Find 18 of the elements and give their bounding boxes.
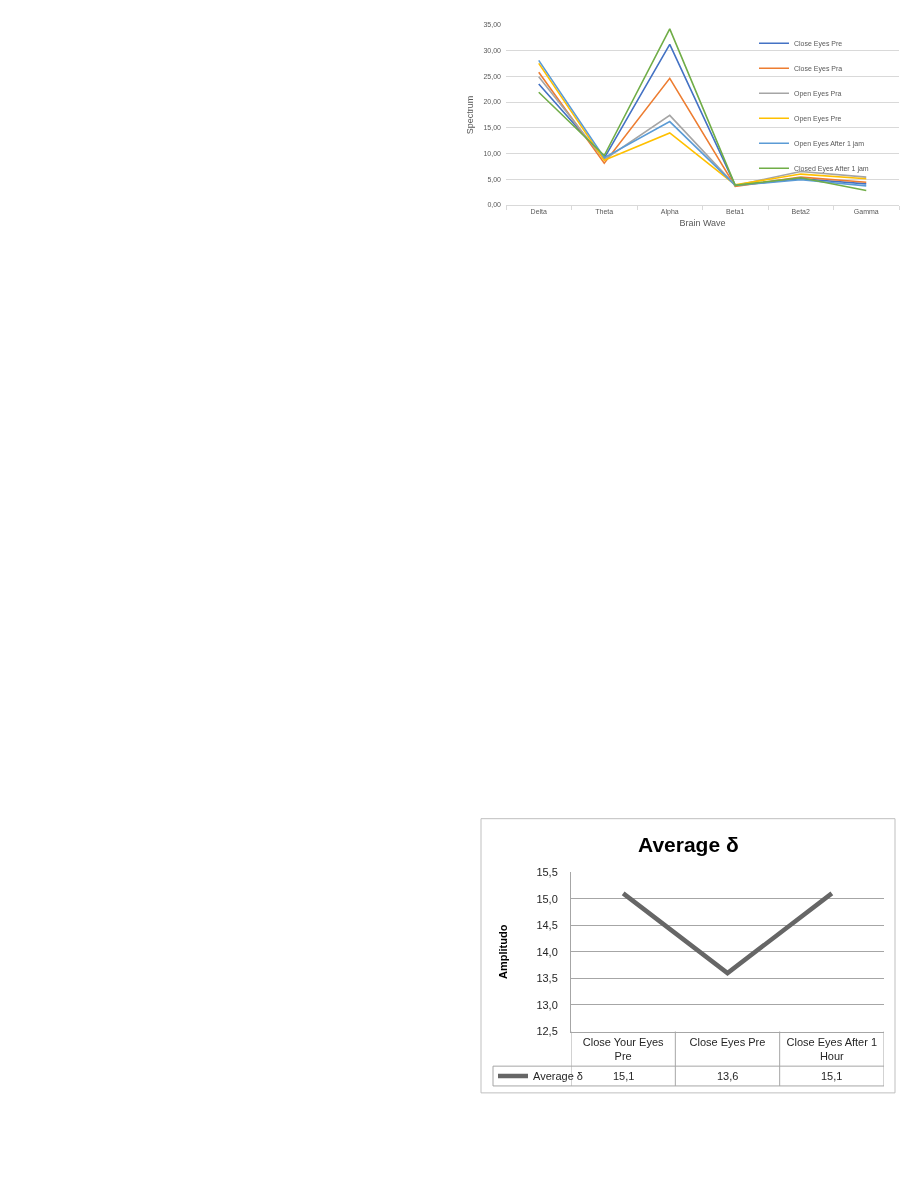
data-label: 15,1 (613, 1070, 635, 1082)
chart-title: Average δ (638, 833, 739, 856)
x-tick-label: Close Your Eyes Pre (582, 1035, 665, 1063)
x-axis-title: Brain Wave (679, 218, 726, 229)
y-tick-label: 14,5 (536, 919, 558, 932)
y-axis-title: Spectrum (464, 95, 475, 135)
y-tick-label: 12,5 (536, 1025, 558, 1038)
y-tick-label: 15,0 (536, 892, 558, 905)
legend-label: Average δ (533, 1070, 583, 1083)
x-tick-label: Close Eyes After 1 Hour (786, 1035, 878, 1063)
y-axis-title: Amplitudo (497, 924, 510, 980)
data-label: 15,1 (821, 1070, 843, 1082)
data-label: 13,6 (717, 1070, 739, 1082)
y-tick-label: 13,5 (536, 972, 558, 985)
y-tick-label: 15,5 (536, 865, 558, 878)
y-tick-label: 14,0 (536, 945, 558, 958)
y-tick-label: 13,0 (536, 998, 558, 1011)
x-tick-label: Close Eyes Pre (689, 1035, 766, 1048)
